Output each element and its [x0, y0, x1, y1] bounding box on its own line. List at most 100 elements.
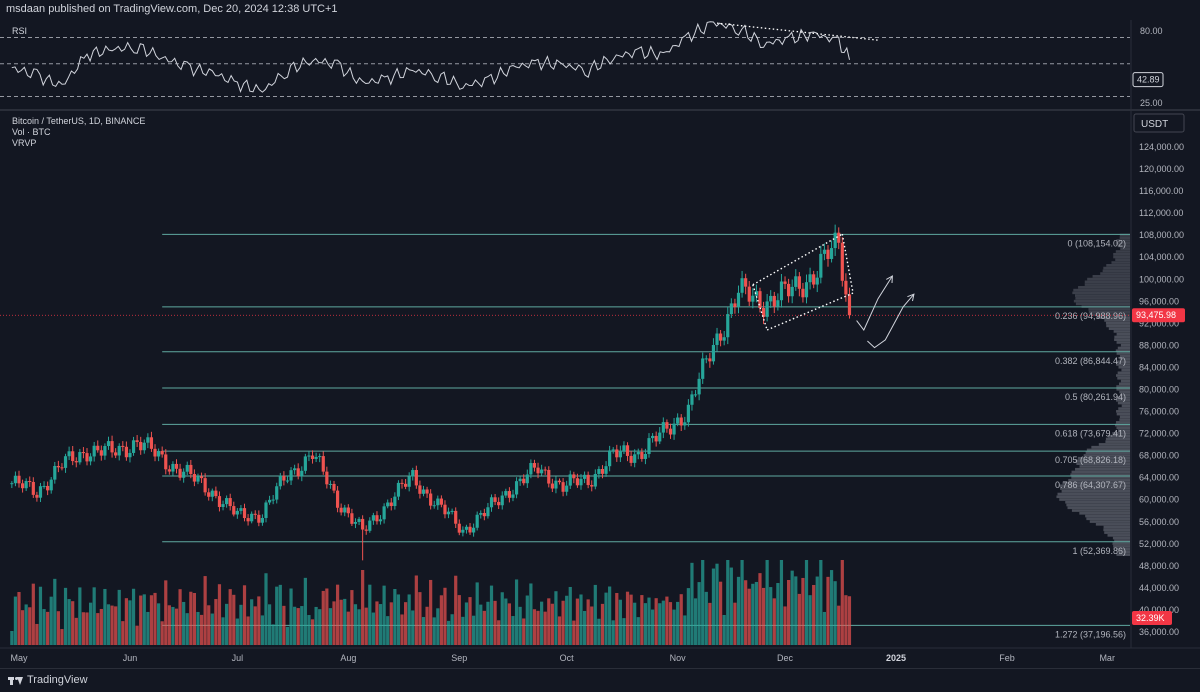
volume-bar — [482, 610, 486, 645]
volume-bar — [472, 615, 476, 645]
candle-body — [110, 441, 114, 453]
volume-bar — [679, 594, 683, 645]
candle-body — [221, 504, 225, 507]
volume-bar — [475, 582, 479, 645]
candle-body — [489, 497, 494, 508]
candle-body — [35, 494, 39, 498]
vrvp-label[interactable]: VRVP — [12, 138, 37, 148]
volume-profile-bar — [1056, 495, 1130, 499]
candle-body — [207, 492, 211, 497]
candle-body — [457, 523, 461, 533]
candle-body — [776, 300, 780, 307]
volume-bar — [414, 575, 418, 645]
candle-body — [525, 474, 529, 484]
volume-bar — [604, 592, 608, 645]
candle-body — [754, 291, 758, 296]
candle-body — [142, 442, 146, 451]
rsi-tick-label: 80.00 — [1140, 26, 1163, 36]
candle-body — [246, 518, 250, 522]
candle-body — [13, 475, 18, 484]
candle-body — [439, 498, 443, 505]
volume-bar — [554, 591, 558, 645]
volume-bar — [765, 560, 769, 645]
price-tick-label: 76,000.00 — [1139, 407, 1179, 417]
candle-body — [53, 465, 57, 480]
volume-bar — [88, 602, 93, 645]
volume-bar — [396, 594, 401, 645]
candle-body — [504, 491, 508, 496]
candle-body — [543, 469, 547, 471]
volume-bar — [214, 599, 218, 645]
volume-bar — [310, 619, 315, 645]
candle-body — [293, 468, 297, 471]
candle-body — [146, 437, 150, 443]
candle-body — [597, 469, 601, 474]
candle-body — [711, 344, 716, 362]
candle-body — [178, 468, 182, 478]
candle-body — [590, 485, 594, 487]
volume-profile-bar — [1072, 291, 1130, 295]
candle-body — [518, 478, 522, 482]
volume-profile-bar — [1071, 476, 1130, 479]
volume-bar — [736, 576, 741, 645]
volume-bar — [590, 606, 594, 645]
volume-profile-bar — [1121, 404, 1130, 408]
candle-body — [604, 466, 608, 474]
volume-bar — [633, 602, 637, 645]
volume-bar — [611, 620, 615, 645]
candle-body — [715, 333, 719, 345]
rsi-value-label: 42.89 — [1137, 75, 1160, 85]
volume-profile-bar — [1067, 506, 1130, 510]
candle-body — [847, 294, 852, 316]
volume-profile-bar — [1085, 514, 1130, 518]
candle-body — [729, 303, 733, 315]
volume-profile-bar — [1114, 539, 1130, 543]
candle-body — [765, 301, 769, 317]
candle-body — [568, 474, 572, 486]
candle-body — [42, 485, 46, 487]
candle-body — [56, 465, 60, 468]
volume-profile-bar — [1117, 346, 1130, 350]
volume-profile-bar — [1057, 492, 1130, 496]
tradingview-logo[interactable]: TradingView — [8, 674, 88, 686]
volume-profile-bar — [1116, 410, 1130, 413]
volume-label[interactable]: Vol · BTC — [12, 127, 51, 137]
candle-body — [182, 471, 186, 478]
candle-body — [582, 474, 587, 479]
volume-bar — [450, 614, 454, 645]
candle-body — [837, 232, 841, 243]
volume-bar — [625, 591, 630, 645]
volume-profile-bar — [1118, 382, 1130, 386]
symbol-label[interactable]: Bitcoin / TetherUS, 1D, BINANCE — [12, 116, 146, 126]
volume-bar — [461, 616, 465, 645]
volume-profile — [1056, 233, 1130, 556]
chart-canvas[interactable]: 80.00 25.00 42.89 USDT 124,000.00 120,000.00 1… — [0, 0, 1200, 668]
candle-body — [303, 456, 307, 471]
candle-body — [217, 496, 222, 507]
candle-body — [507, 491, 512, 498]
volume-profile-bar — [1117, 244, 1130, 248]
volume-profile-bar — [1075, 297, 1130, 300]
volume-profile-bar — [1112, 432, 1130, 435]
volume-bar — [600, 603, 605, 645]
candle-body — [468, 526, 472, 533]
time-tick-label: Dec — [777, 653, 794, 663]
volume-profile-bar — [1075, 459, 1130, 463]
candle-body — [164, 454, 168, 470]
volume-profile-bar — [1100, 272, 1130, 275]
candle-body — [92, 445, 96, 457]
volume-bar — [207, 605, 211, 645]
candle-body — [196, 476, 200, 482]
volume-profile-bar — [1106, 263, 1130, 267]
candle-body — [690, 394, 694, 405]
candle-body — [389, 502, 393, 507]
volume-bar — [49, 596, 53, 645]
volume-bar — [135, 625, 139, 645]
rsi-pane-label[interactable]: RSI — [12, 26, 28, 36]
candle-body — [225, 498, 229, 505]
candle-body — [454, 510, 458, 524]
volume-bar — [783, 606, 787, 645]
volume-bar — [650, 609, 655, 645]
candle-body — [31, 481, 35, 495]
candle-body — [60, 467, 64, 469]
